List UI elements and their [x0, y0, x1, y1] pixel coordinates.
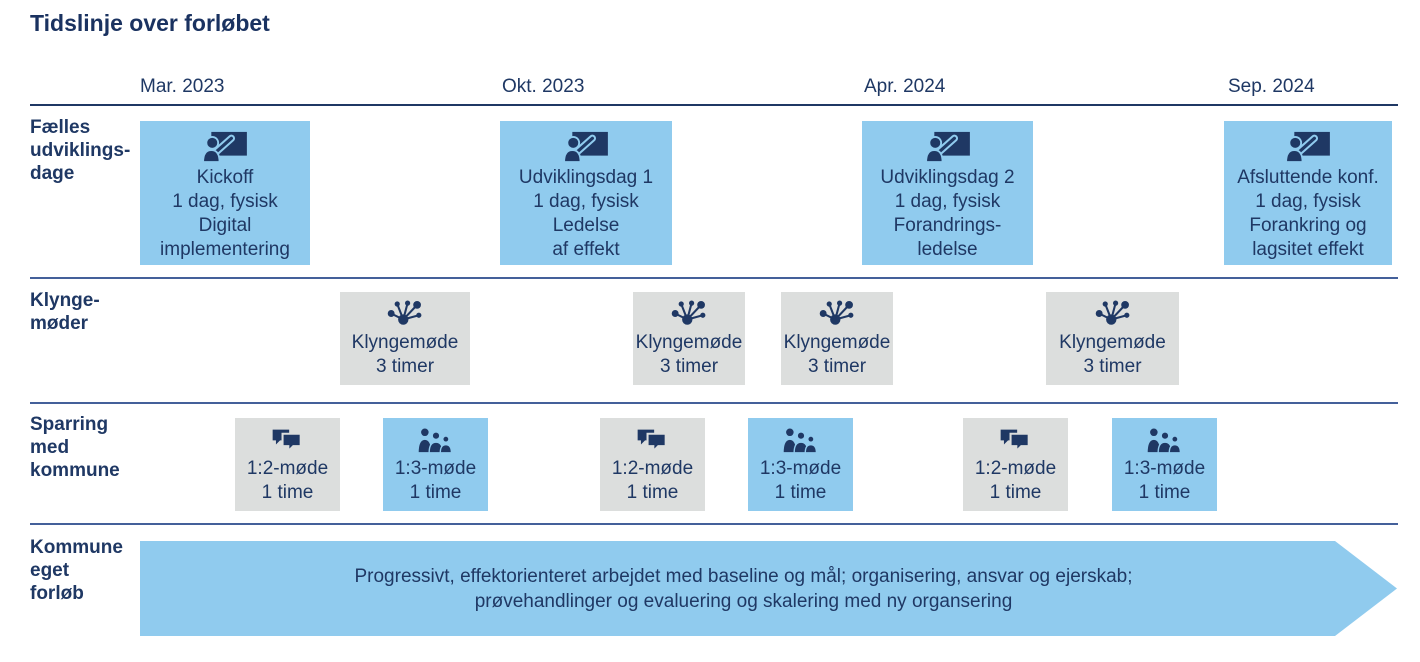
event-box-line: 1 dag, fysisk	[894, 191, 1001, 212]
event-box-line: Ledelse	[552, 215, 620, 236]
event-box-line: 1:3-møde	[759, 458, 842, 479]
event-box-13-moede-1: 1:3-møde 1 time	[383, 418, 488, 511]
event-box-13-moede-2: 1:3-møde 1 time	[748, 418, 853, 511]
event-box-line: 1:3-møde	[394, 458, 477, 479]
process-arrow: Progressivt, effektorienteret arbejdet m…	[140, 541, 1397, 636]
date-label-mar-2023: Mar. 2023	[140, 76, 225, 97]
page-title: Tidslinje over forløbet	[30, 10, 270, 36]
event-box-line: Klyngemøde	[1059, 332, 1166, 353]
event-box-line: Forankring og	[1249, 215, 1367, 236]
row-label-line: udviklings-	[30, 140, 131, 161]
event-box-udviklingsdag-2: Udviklingsdag 2 1 dag, fysisk Forandring…	[862, 121, 1033, 265]
event-box-line: Klyngemøde	[351, 332, 459, 353]
event-box-12-moede-3: 1:2-møde 1 time	[963, 418, 1068, 511]
row-label-line: Fælles	[30, 117, 91, 138]
presenter-board-icon	[203, 130, 247, 163]
presenter-board-icon	[925, 130, 970, 163]
presenter-board-icon	[564, 130, 608, 163]
date-label-apr-2024: Apr. 2024	[864, 76, 946, 97]
event-box-line: 1 dag, fysisk	[172, 191, 278, 212]
event-box-kickoff: Kickoff 1 dag, fysisk Digital implemente…	[140, 121, 310, 265]
event-box-line: Klyngemøde	[783, 332, 891, 353]
event-box-line: 1 time	[409, 482, 462, 503]
event-box-udviklingsdag-1: Udviklingsdag 1 1 dag, fysisk Ledelse af…	[500, 121, 672, 265]
event-box-13-moede-3: 1:3-møde 1 time	[1112, 418, 1217, 511]
event-box-line: lagsitet effekt	[1252, 239, 1364, 260]
event-box-line: 1:3-møde	[1123, 458, 1206, 479]
chat-bubbles-icon	[999, 425, 1032, 454]
row-separator	[30, 402, 1398, 404]
date-label-okt-2023: Okt. 2023	[502, 76, 585, 97]
chat-bubbles-icon	[636, 425, 669, 454]
arrow-text-line: Progressivt, effektorienteret arbejdet m…	[354, 565, 1133, 587]
row-label-line: Klynge-	[30, 290, 100, 311]
event-box-line: 3 timer	[807, 356, 867, 377]
network-cluster-icon	[386, 299, 424, 328]
event-box-line: Udviklingsdag 2	[880, 167, 1015, 188]
people-group-icon	[417, 425, 454, 454]
event-box-line: 1 dag, fysisk	[1255, 191, 1361, 212]
row-separator	[30, 277, 1398, 279]
row-label-line: dage	[30, 163, 75, 184]
row-label-sparring-med-kommune: Sparring med kommune	[30, 413, 120, 482]
event-box-12-moede-1: 1:2-møde 1 time	[235, 418, 340, 511]
date-label-sep-2024: Sep. 2024	[1228, 76, 1315, 97]
row-label-line: eget	[30, 560, 70, 581]
event-box-klyngemoede-2: Klyngemøde 3 timer	[633, 292, 745, 385]
event-box-klyngemoede-4: Klyngemøde 3 timer	[1046, 292, 1179, 385]
event-box-line: 1:2-møde	[611, 458, 694, 479]
event-box-line: ledelse	[917, 239, 978, 260]
people-group-icon	[782, 425, 819, 454]
row-label-line: møder	[30, 313, 89, 334]
people-group-icon	[1146, 425, 1183, 454]
event-box-klyngemoede-1: Klyngemøde 3 timer	[340, 292, 470, 385]
network-cluster-icon	[818, 299, 856, 328]
event-box-line: 3 timer	[659, 356, 719, 377]
network-cluster-icon	[1094, 299, 1132, 328]
event-box-line: 1:2-møde	[974, 458, 1057, 479]
event-box-12-moede-2: 1:2-møde 1 time	[600, 418, 705, 511]
event-box-line: 1 time	[1138, 482, 1191, 503]
row-label-line: Kommune	[30, 537, 123, 558]
row-label-faelles-udviklingsdage: Fælles udviklings- dage	[30, 116, 130, 185]
event-box-line: 1 time	[626, 482, 679, 503]
event-box-afsluttende-konf: Afsluttende konf. 1 dag, fysisk Forankri…	[1224, 121, 1392, 265]
event-box-line: Kickoff	[196, 167, 254, 188]
event-box-line: 1 time	[989, 482, 1042, 503]
event-box-line: 1:2-møde	[246, 458, 329, 479]
event-box-line: 1 time	[261, 482, 314, 503]
row-label-line: kommune	[30, 460, 120, 481]
row-label-kommune-eget-forloeb: Kommune eget forløb	[30, 536, 123, 605]
row-label-klyngemoeder: Klynge- møder	[30, 289, 100, 335]
row-label-line: med	[30, 437, 70, 458]
row-separator	[30, 523, 1398, 525]
event-box-line: Afsluttende konf.	[1237, 167, 1379, 188]
event-box-line: Digital	[198, 215, 252, 236]
presenter-board-icon	[1286, 130, 1330, 163]
event-box-line: af effekt	[552, 239, 620, 260]
row-label-line: forløb	[30, 583, 84, 604]
event-box-line: 3 timer	[1083, 356, 1142, 377]
event-box-klyngemoede-3: Klyngemøde 3 timer	[781, 292, 893, 385]
event-box-line: Klyngemøde	[635, 332, 743, 353]
event-box-line: 1 time	[774, 482, 827, 503]
event-box-line: 3 timer	[375, 356, 435, 377]
arrow-text-line: prøvehandlinger og evaluering og skaleri…	[474, 590, 1013, 612]
row-label-line: Sparring	[30, 414, 109, 435]
event-box-line: Forandrings-	[893, 215, 1002, 236]
event-box-line: Udviklingsdag 1	[518, 167, 654, 188]
timeline-axis-line	[30, 104, 1398, 106]
network-cluster-icon	[670, 299, 708, 328]
event-box-line: 1 dag, fysisk	[533, 191, 639, 212]
chat-bubbles-icon	[271, 425, 304, 454]
event-box-line: implementering	[160, 239, 290, 260]
